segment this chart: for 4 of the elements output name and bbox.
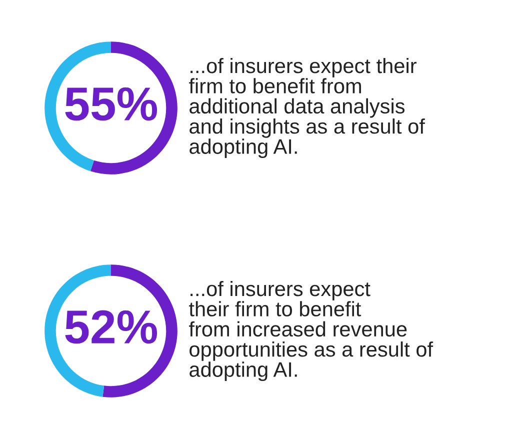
text: ...of insurers expect their firm to benefit from increased revenue opportunities as a result of adopting AI. [188, 280, 434, 382]
data-label: 55% [65, 87, 158, 121]
text: ...of insurers expect their firm to benefit from additional data analysis and insights as a result of adopting AI. [188, 58, 425, 158]
data-label: 52% [65, 310, 158, 344]
